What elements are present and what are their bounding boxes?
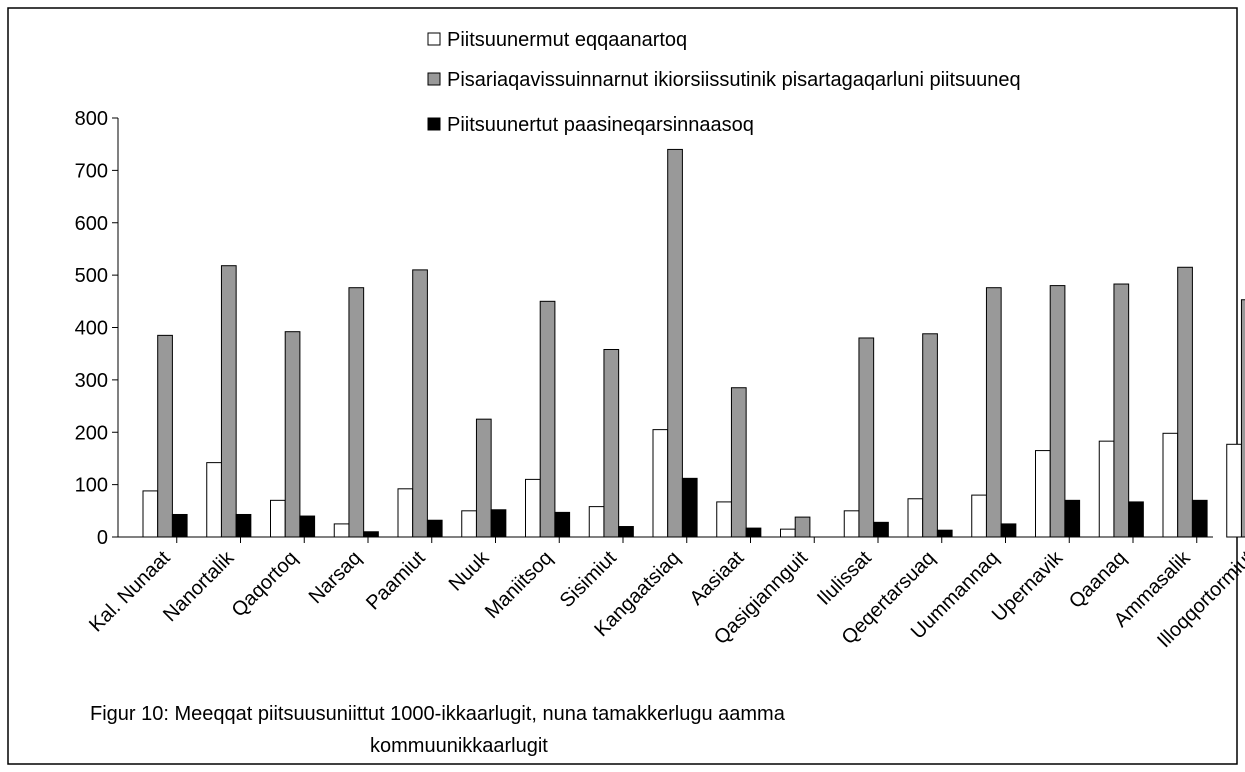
- y-tick-label: 300: [75, 370, 108, 392]
- bar: [1098, 440, 1115, 538]
- bar: [843, 510, 860, 538]
- bar: [525, 478, 541, 538]
- bar: [1191, 499, 1208, 538]
- caption: kommuunikkaarlugit: [370, 735, 548, 757]
- bar: [588, 506, 605, 538]
- bar: [1064, 499, 1081, 538]
- bar: [157, 334, 173, 538]
- bar: [475, 418, 492, 538]
- bar: [1162, 432, 1179, 538]
- bar: [1113, 283, 1130, 538]
- bar: [1000, 523, 1017, 538]
- bar: [873, 521, 889, 538]
- y-tick-label: 0: [97, 527, 108, 549]
- bar: [794, 516, 811, 538]
- legend-bg: [422, 62, 1172, 100]
- bar: [907, 498, 924, 538]
- bar: [603, 348, 620, 538]
- legend-swatch: [427, 72, 441, 86]
- bar: [1049, 285, 1066, 538]
- y-tick-label: 200: [75, 422, 108, 444]
- bar: [936, 529, 953, 538]
- bar: [142, 490, 159, 538]
- legend-label: Pisariaqavissuinnarnut ikiorsiissutinik …: [447, 69, 1021, 91]
- bar: [922, 333, 938, 538]
- bar: [171, 513, 188, 538]
- bar: [554, 511, 571, 538]
- bar: [1240, 299, 1245, 538]
- bar: [235, 513, 252, 538]
- bar: [333, 523, 350, 538]
- bar: [971, 494, 987, 538]
- bar: [1035, 450, 1051, 538]
- bar: [490, 509, 507, 538]
- bar: [716, 501, 732, 538]
- bar: [985, 287, 1002, 538]
- legend-label: Piitsuunertut paasineqarsinnaasoq: [447, 114, 754, 136]
- bar: [745, 527, 762, 538]
- bar: [1177, 266, 1193, 538]
- bar: [539, 300, 556, 538]
- bar: [270, 499, 286, 538]
- caption: Figur 10: Meeqqat piitsuusuniittut 1000-…: [90, 703, 786, 725]
- bar: [780, 528, 796, 538]
- bar: [206, 462, 222, 538]
- bar: [1128, 501, 1144, 538]
- bar: [412, 269, 428, 538]
- bar: [461, 510, 477, 538]
- bar: [618, 526, 634, 538]
- bar: [426, 519, 443, 538]
- bar: [730, 387, 747, 538]
- y-tick-label: 600: [75, 213, 108, 235]
- y-tick-label: 500: [75, 265, 108, 287]
- bar: [397, 488, 414, 538]
- bar: [667, 148, 683, 538]
- y-tick-label: 100: [75, 475, 108, 497]
- legend-swatch: [427, 117, 441, 131]
- bar: [652, 429, 669, 538]
- legend-label: Piitsuunermut eqqaanartoq: [447, 29, 687, 51]
- bar: [299, 515, 316, 538]
- bar: [363, 531, 379, 538]
- y-tick-label: 400: [75, 318, 108, 340]
- legend-swatch: [427, 32, 441, 46]
- y-tick-label: 700: [75, 160, 108, 182]
- bar: [284, 331, 301, 538]
- legend-bg: [422, 22, 1172, 60]
- y-tick-label: 800: [75, 108, 108, 130]
- legend: Piitsuunermut eqqaanartoq Pisariaqavissui…: [422, 22, 1172, 145]
- bar: [858, 337, 875, 538]
- legend-bg: [422, 107, 1172, 145]
- bar: [681, 477, 698, 538]
- bar: [348, 287, 365, 538]
- bar: [1226, 443, 1242, 538]
- bar: [220, 265, 237, 538]
